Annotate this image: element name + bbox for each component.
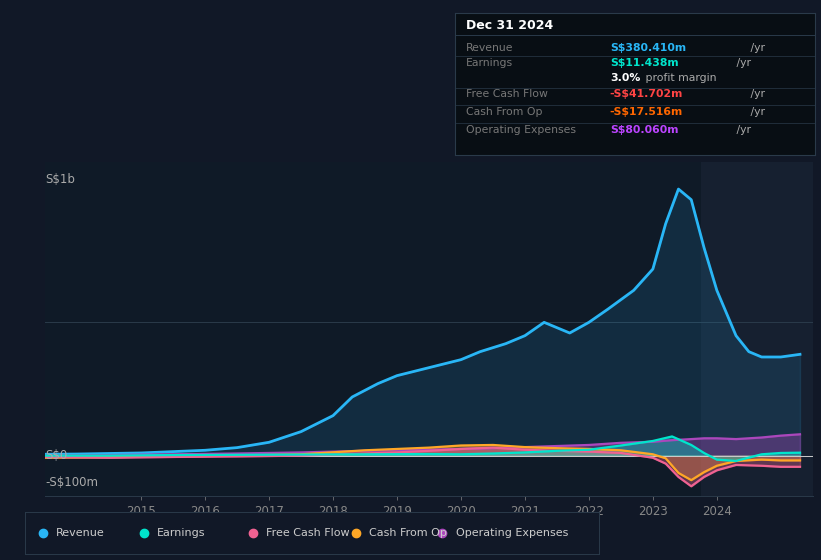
Text: 3.0%: 3.0% <box>610 73 640 83</box>
Bar <box>701 162 813 496</box>
Text: Earnings: Earnings <box>157 529 205 538</box>
Text: S$80.060m: S$80.060m <box>610 125 678 135</box>
Text: Free Cash Flow: Free Cash Flow <box>266 529 350 538</box>
Text: S$1b: S$1b <box>45 173 75 186</box>
Text: Dec 31 2024: Dec 31 2024 <box>466 18 553 31</box>
Text: S$380.410m: S$380.410m <box>610 43 686 53</box>
Text: profit margin: profit margin <box>642 73 717 83</box>
Text: Earnings: Earnings <box>466 58 513 68</box>
Text: Operating Expenses: Operating Expenses <box>456 529 568 538</box>
Text: Cash From Op: Cash From Op <box>369 529 447 538</box>
Text: -S$17.516m: -S$17.516m <box>610 107 683 116</box>
Text: -S$41.702m: -S$41.702m <box>610 89 683 99</box>
Text: Cash From Op: Cash From Op <box>466 107 543 116</box>
Text: S$11.438m: S$11.438m <box>610 58 678 68</box>
Text: -S$100m: -S$100m <box>45 476 99 489</box>
Text: /yr: /yr <box>733 125 751 135</box>
Text: /yr: /yr <box>746 107 764 116</box>
Text: Free Cash Flow: Free Cash Flow <box>466 89 548 99</box>
Text: Operating Expenses: Operating Expenses <box>466 125 576 135</box>
Text: Revenue: Revenue <box>56 529 105 538</box>
Text: S$0: S$0 <box>45 449 67 462</box>
Text: /yr: /yr <box>733 58 751 68</box>
Text: /yr: /yr <box>746 43 764 53</box>
Text: /yr: /yr <box>746 89 764 99</box>
Text: Revenue: Revenue <box>466 43 513 53</box>
